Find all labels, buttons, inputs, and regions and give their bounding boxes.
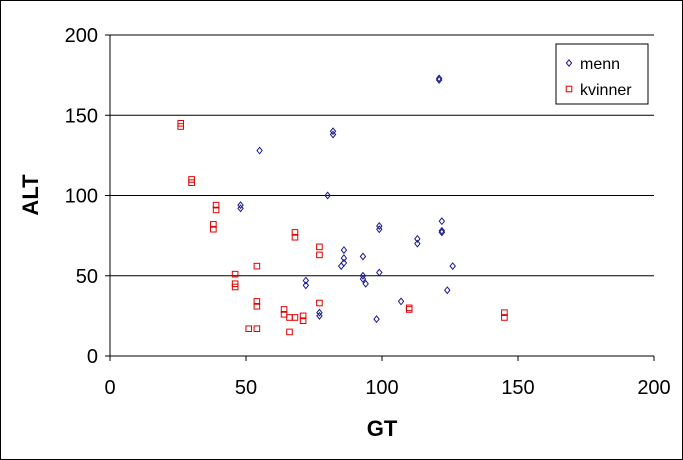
menn-point-30	[444, 286, 451, 295]
kvinner-point-31	[501, 314, 508, 321]
kvinner-point-16	[280, 306, 288, 313]
menn-point-14	[359, 252, 367, 261]
menn-point-28	[438, 226, 446, 235]
kvinner-point-3	[188, 179, 195, 186]
kvinner-point-10	[231, 283, 239, 291]
kvinner-point-8	[231, 270, 239, 278]
kvinner-point-6	[210, 221, 217, 228]
kvinner-point-12	[253, 262, 261, 270]
kvinner-point-26	[316, 251, 323, 259]
x-tick-label-150: 150	[501, 377, 534, 399]
kvinner-point-20	[291, 229, 299, 236]
kvinner-point-11	[245, 325, 253, 333]
menn-point-7	[324, 191, 331, 200]
kvinner-point-24	[299, 317, 307, 324]
menn-point-5	[316, 308, 323, 317]
menn-point-1	[237, 201, 244, 210]
kvinner-point-25	[316, 243, 323, 251]
menn-point-4	[302, 281, 310, 290]
y-tick-label-150: 150	[65, 105, 98, 127]
menn-point-18	[373, 315, 380, 324]
menn-point-15	[359, 271, 367, 280]
series-kvinner	[177, 119, 508, 336]
menn-point-27	[438, 217, 446, 226]
x-tick-label-100: 100	[365, 377, 398, 399]
menn-point-2	[256, 146, 263, 155]
menn-point-17	[362, 279, 369, 288]
axes	[105, 34, 655, 361]
legend-label-kvinner: kvinner	[580, 82, 632, 99]
kvinner-point-21	[291, 233, 299, 241]
menn-point-16	[359, 274, 367, 283]
x-tick-label-50: 50	[235, 377, 257, 399]
kvinner-point-29	[405, 306, 413, 313]
menn-point-11	[340, 258, 348, 267]
menn-point-26	[435, 75, 443, 84]
kvinner-point-27	[316, 299, 323, 307]
kvinner-point-7	[210, 225, 217, 233]
menn-point-13	[340, 246, 348, 255]
kvinner-point-19	[286, 314, 293, 321]
legend: menn kvinner	[555, 43, 649, 105]
menn-point-21	[376, 268, 383, 277]
series-menn	[237, 74, 456, 324]
legend-label-menn: menn	[580, 56, 620, 73]
tick-labels: 0 50 100 150 200 0 50 100 150 200	[65, 25, 671, 399]
y-tick-label-100: 100	[65, 186, 98, 208]
y-tick-label-200: 200	[65, 25, 98, 47]
menn-point-29	[438, 228, 446, 237]
menn-point-8	[329, 127, 337, 136]
legend-marker-kvinner	[565, 85, 573, 93]
x-axis-title: GT	[367, 416, 398, 441]
kvinner-point-18	[286, 328, 293, 336]
y-tick-label-50: 50	[76, 266, 98, 288]
data-points	[177, 74, 508, 336]
menn-point-12	[340, 254, 348, 263]
x-tick-label-0: 0	[104, 377, 115, 399]
menn-point-22	[397, 297, 405, 306]
kvinner-point-4	[212, 201, 220, 209]
y-axis-title: ALT	[18, 174, 43, 216]
kvinner-point-14	[253, 302, 261, 310]
kvinner-point-5	[212, 206, 220, 214]
menn-point-23	[414, 234, 421, 243]
menn-point-20	[376, 225, 383, 234]
kvinner-point-28	[405, 304, 413, 312]
legend-box	[555, 43, 649, 105]
y-tick-label-0: 0	[87, 346, 98, 368]
kvinner-point-22	[291, 314, 299, 321]
menn-point-25	[435, 74, 443, 83]
menn-point-6	[316, 311, 323, 320]
kvinner-point-23	[299, 312, 307, 320]
menn-point-31	[449, 262, 456, 271]
menn-point-0	[237, 204, 244, 213]
kvinner-point-30	[501, 309, 508, 316]
x-tick-label-200: 200	[637, 377, 670, 399]
menn-point-3	[302, 276, 310, 285]
gridlines	[110, 34, 654, 277]
menn-point-19	[376, 222, 383, 230]
kvinner-point-1	[177, 123, 185, 130]
menn-point-9	[329, 130, 337, 139]
legend-marker-menn	[565, 59, 573, 67]
menn-point-24	[414, 239, 421, 248]
menn-point-10	[337, 262, 345, 271]
kvinner-point-13	[253, 298, 261, 305]
kvinner-point-15	[253, 325, 261, 333]
